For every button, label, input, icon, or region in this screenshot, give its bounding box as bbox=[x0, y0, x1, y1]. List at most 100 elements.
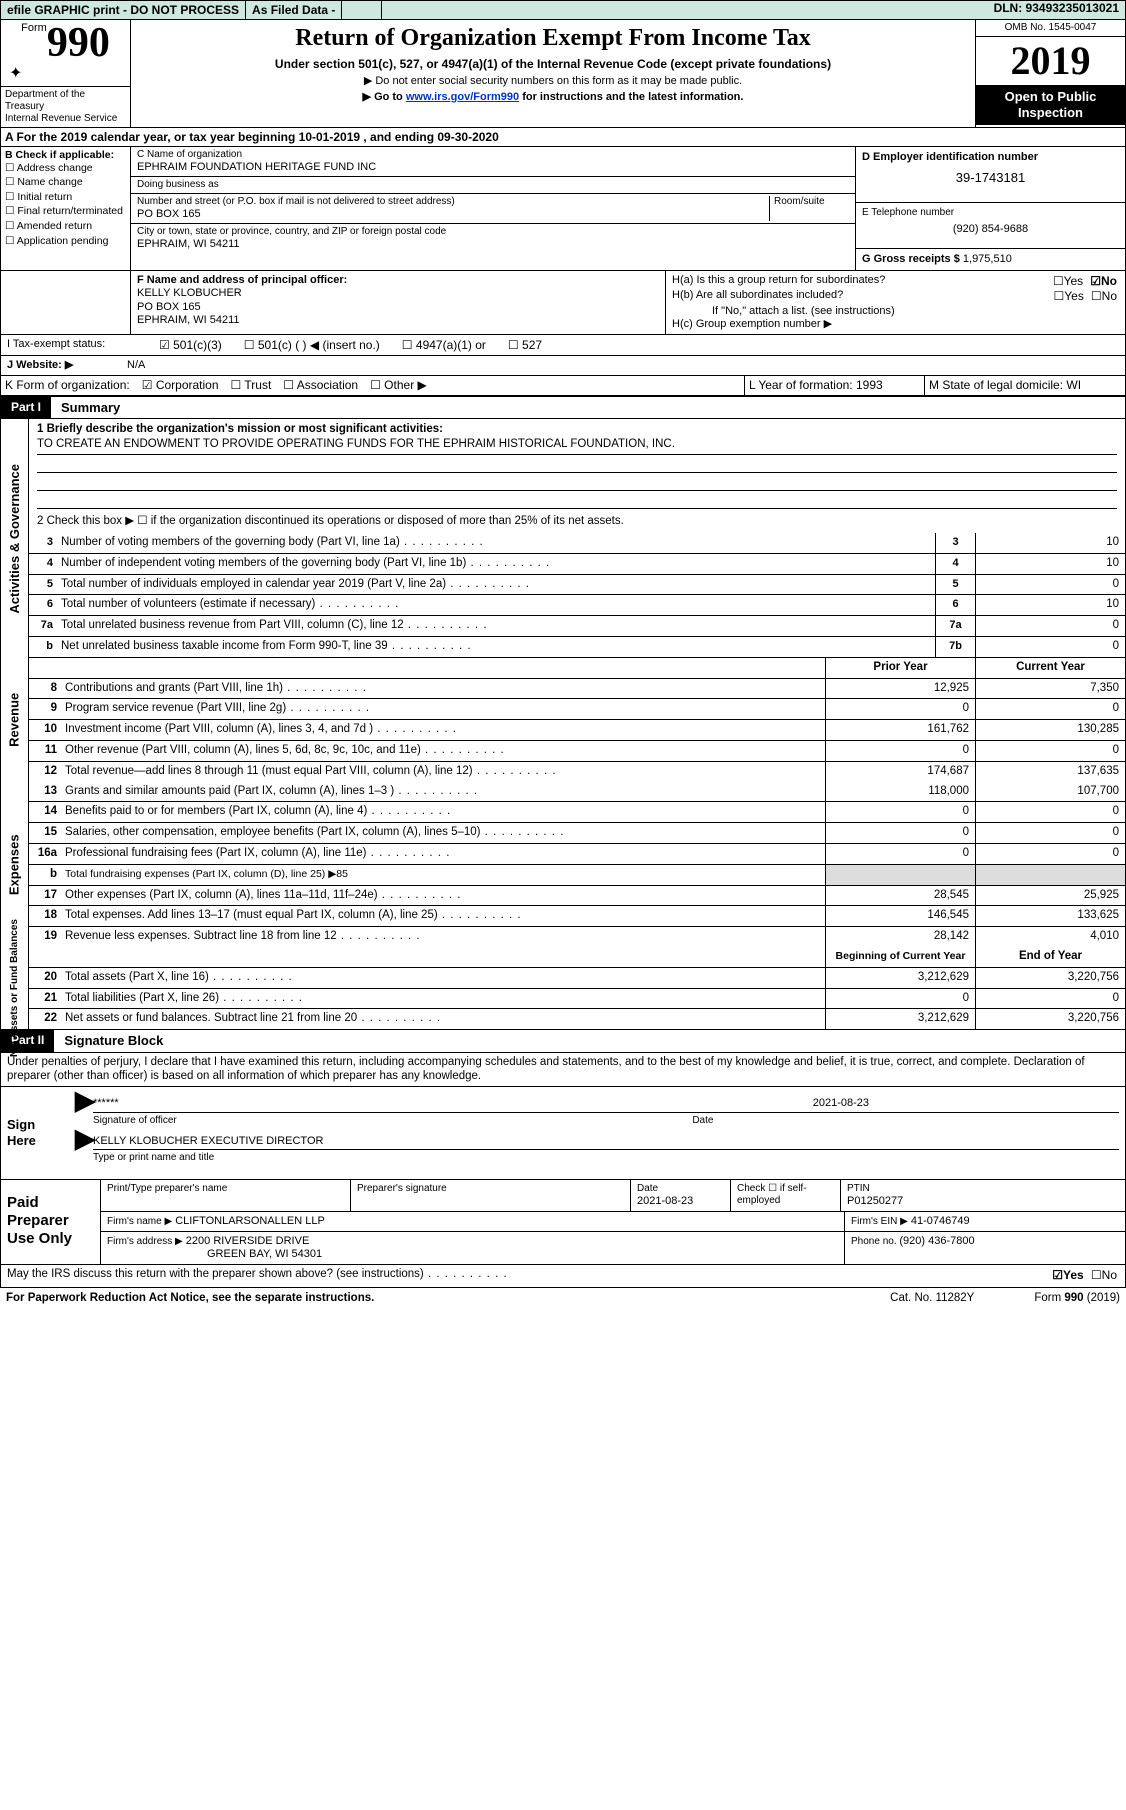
prep-name-label: Print/Type preparer's name bbox=[107, 1183, 344, 1195]
fin-curr: 130,285 bbox=[975, 720, 1125, 740]
k-assoc[interactable]: ☐ Association bbox=[283, 378, 358, 392]
part2-title: Signature Block bbox=[54, 1030, 173, 1052]
row-num: 4 bbox=[29, 554, 57, 574]
cb-final-return[interactable]: ☐ Final return/terminated bbox=[5, 205, 126, 218]
fin-curr: 0 bbox=[975, 741, 1125, 761]
fin-row: 10 Investment income (Part VIII, column … bbox=[29, 720, 1125, 741]
fin-row: b Total fundraising expenses (Part IX, c… bbox=[29, 865, 1125, 886]
topbar-spacer bbox=[342, 1, 382, 19]
cb-initial-return[interactable]: ☐ Initial return bbox=[5, 191, 126, 204]
row-val: 10 bbox=[975, 554, 1125, 574]
p1-gov-row: 3 Number of voting members of the govern… bbox=[29, 533, 1125, 554]
form-num: 990 bbox=[47, 20, 110, 66]
p1-actgov-body: 1 Briefly describe the organization's mi… bbox=[28, 419, 1126, 657]
discuss-yes[interactable]: ☑Yes bbox=[1052, 1268, 1083, 1282]
form-number: Form990 ✦ bbox=[1, 20, 130, 85]
discuss-no[interactable]: ☐No bbox=[1091, 1268, 1117, 1282]
fin-row: 16a Professional fundraising fees (Part … bbox=[29, 844, 1125, 865]
firm-name-row: Firm's name ▶ CLIFTONLARSONALLEN LLP Fir… bbox=[101, 1212, 1125, 1232]
prep-date-val: 2021-08-23 bbox=[637, 1195, 724, 1208]
p1-gov-row: 7a Total unrelated business revenue from… bbox=[29, 616, 1125, 637]
fin-num: 19 bbox=[29, 927, 61, 947]
hb-yes[interactable]: ☐Yes bbox=[1053, 289, 1083, 303]
fin-prior: 174,687 bbox=[825, 762, 975, 782]
fin-row: 12 Total revenue—add lines 8 through 11 … bbox=[29, 762, 1125, 782]
fin-row: 19 Revenue less expenses. Subtract line … bbox=[29, 927, 1125, 947]
paid-preparer-block: Paid Preparer Use Only Print/Type prepar… bbox=[0, 1180, 1126, 1266]
hb-no[interactable]: ☐No bbox=[1091, 289, 1117, 303]
cb-amended-return[interactable]: ☐ Amended return bbox=[5, 220, 126, 233]
fin-num: 10 bbox=[29, 720, 61, 740]
p1-revenue-body: Prior Year Current Year 8 Contributions … bbox=[28, 658, 1126, 782]
sign-right: ▶ ****** 2021-08-23 Signature of officer… bbox=[71, 1087, 1125, 1178]
fin-curr: 3,220,756 bbox=[975, 1009, 1125, 1029]
fin-num: 16a bbox=[29, 844, 61, 864]
sig-officer-label: Signature of officer bbox=[93, 1115, 177, 1126]
mission-blank-3 bbox=[37, 491, 1117, 509]
fin-row: 8 Contributions and grants (Part VIII, l… bbox=[29, 679, 1125, 700]
p1-netassets: Net Assets or Fund Balances Beginning of… bbox=[0, 947, 1126, 1030]
section-i: I Tax-exempt status: ☑ 501(c)(3) ☐ 501(c… bbox=[0, 335, 1126, 356]
i-4947[interactable]: ☐ 4947(a)(1) or bbox=[402, 338, 486, 352]
header-center: Return of Organization Exempt From Incom… bbox=[131, 20, 975, 126]
cb-address-change[interactable]: ☐ Address change bbox=[5, 162, 126, 175]
k-corp[interactable]: ☑ Corporation bbox=[142, 378, 219, 392]
part1-tag: Part I bbox=[1, 397, 51, 419]
c-name-row: C Name of organization EPHRAIM FOUNDATIO… bbox=[131, 147, 855, 177]
form-goto: ▶ Go to www.irs.gov/Form990 for instruct… bbox=[139, 91, 967, 104]
sign-here-label: Sign Here bbox=[1, 1087, 71, 1178]
row-val: 10 bbox=[975, 595, 1125, 615]
m-label: M State of legal domicile: bbox=[929, 378, 1066, 392]
k-other[interactable]: ☐ Other ▶ bbox=[370, 378, 427, 392]
fin-row: 9 Program service revenue (Part VIII, li… bbox=[29, 699, 1125, 720]
fin-desc: Total assets (Part X, line 16) bbox=[61, 968, 825, 988]
firm-addr-row: Firm's address ▶ 2200 RIVERSIDE DRIVE GR… bbox=[101, 1232, 1125, 1264]
c-dba-row: Doing business as bbox=[131, 177, 855, 194]
fin-num: 11 bbox=[29, 741, 61, 761]
side-netassets-label: Net Assets or Fund Balances bbox=[9, 919, 21, 1057]
row-val: 0 bbox=[975, 575, 1125, 595]
row-num: 3 bbox=[29, 533, 57, 553]
sig-date: 2021-08-23 bbox=[813, 1097, 1119, 1111]
paid-preparer-right: Print/Type preparer's name Preparer's si… bbox=[101, 1180, 1125, 1265]
g-row: G Gross receipts $ 1,975,510 bbox=[856, 249, 1125, 270]
section-h: H(a) Is this a group return for subordin… bbox=[665, 271, 1125, 334]
cb-name-change[interactable]: ☐ Name change bbox=[5, 176, 126, 189]
i-501c[interactable]: ☐ 501(c) ( ) ◀ (insert no.) bbox=[244, 338, 380, 352]
i-527[interactable]: ☐ 527 bbox=[508, 338, 542, 352]
fin-prior: 161,762 bbox=[825, 720, 975, 740]
fin-curr: 25,925 bbox=[975, 886, 1125, 906]
prep-check-label[interactable]: Check ☐ if self-employed bbox=[737, 1183, 834, 1207]
mission-text: TO CREATE AN ENDOWMENT TO PROVIDE OPERAT… bbox=[37, 437, 1117, 455]
fin-desc: Professional fundraising fees (Part IX, … bbox=[61, 844, 825, 864]
cb-application-pending[interactable]: ☐ Application pending bbox=[5, 235, 126, 248]
header-right: OMB No. 1545-0047 2019 Open to Public In… bbox=[975, 20, 1125, 126]
ptin-value: P01250277 bbox=[847, 1195, 1119, 1208]
irs-discuss-row: May the IRS discuss this return with the… bbox=[0, 1265, 1126, 1288]
ha-yes[interactable]: ☐Yes bbox=[1053, 274, 1083, 288]
row-desc: Number of independent voting members of … bbox=[57, 554, 935, 574]
section-c: C Name of organization EPHRAIM FOUNDATIO… bbox=[131, 147, 855, 270]
sig-date-label: Date bbox=[692, 1115, 713, 1126]
fin-desc: Total liabilities (Part X, line 26) bbox=[61, 989, 825, 1009]
fin-desc: Total expenses. Add lines 13–17 (must eq… bbox=[61, 906, 825, 926]
sig-arrow-icon-2: ▶ bbox=[75, 1123, 95, 1154]
fin-num: 22 bbox=[29, 1009, 61, 1029]
officer-name: KELLY KLOBUCHER bbox=[137, 287, 659, 300]
ha-label: H(a) Is this a group return for subordin… bbox=[672, 274, 885, 289]
c-street-label: Number and street (or P.O. box if mail i… bbox=[137, 196, 769, 208]
part2-header: Part II Signature Block bbox=[0, 1030, 1126, 1053]
k-trust[interactable]: ☐ Trust bbox=[231, 378, 272, 392]
paid-preparer-label: Paid Preparer Use Only bbox=[1, 1180, 101, 1265]
row-box: 6 bbox=[935, 595, 975, 615]
officer-name-title: KELLY KLOBUCHER EXECUTIVE DIRECTOR bbox=[93, 1135, 323, 1149]
ha-no[interactable]: ☑No bbox=[1090, 274, 1117, 288]
section-f: F Name and address of principal officer:… bbox=[131, 271, 665, 334]
row-num: 7a bbox=[29, 616, 57, 636]
part1-title: Summary bbox=[51, 397, 130, 419]
fin-desc: Salaries, other compensation, employee b… bbox=[61, 823, 825, 843]
firm-ein: 41-0746749 bbox=[911, 1215, 970, 1227]
irs-link[interactable]: www.irs.gov/Form990 bbox=[406, 91, 519, 103]
i-501c3[interactable]: ☑ 501(c)(3) bbox=[159, 338, 222, 352]
side-actgov-label: Activities & Governance bbox=[7, 464, 23, 614]
